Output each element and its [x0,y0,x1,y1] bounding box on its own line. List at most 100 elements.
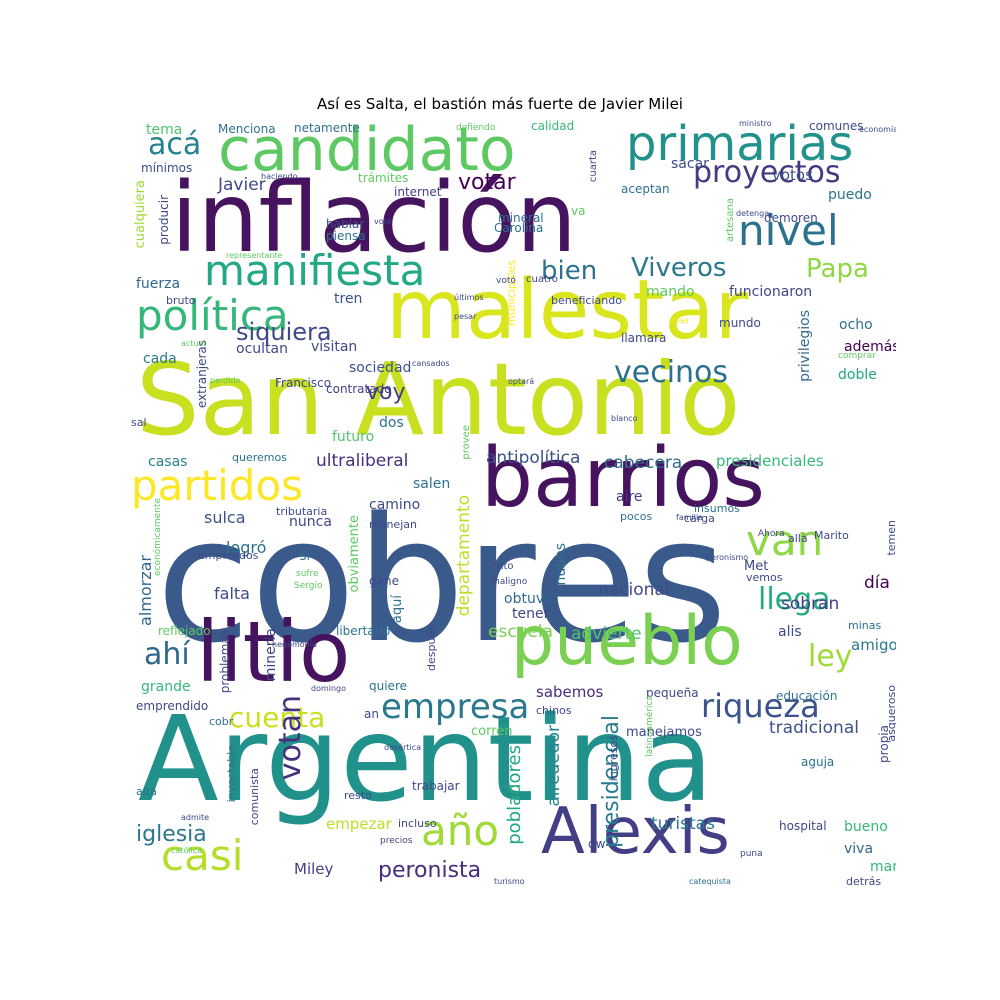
word-piensa: piensa [326,229,366,243]
word-turismo: turismo [494,877,525,886]
word-san-antonio: San Antonio [136,341,741,458]
word-cuatro: cuatro [526,274,558,285]
word-falta: falta [214,584,250,603]
word-vemos: vemos [746,571,783,584]
word-mineral: mineral [498,211,544,225]
word-voté: voté [374,217,392,226]
word-admite: admite [181,813,210,822]
word-puna: puna [740,849,763,859]
word-funcionaron: funcionaron [729,284,813,300]
word-tema: tema [146,122,183,138]
word-viva: viva [844,841,874,857]
word-aire: aire [616,489,643,505]
word-tener: tener [512,606,550,622]
word-va: va [571,204,586,218]
word-malestar: malestar [386,263,749,358]
word-hablar: hablar [326,217,365,231]
word-vecinos: vecinos [614,355,729,390]
word-comunes: comunes [809,120,864,133]
word-sociedad: sociedad [349,360,412,376]
word-después: después [425,625,438,671]
word-cabecera: cabecera [604,453,683,473]
word-inyectable: inyectable [225,745,238,803]
word-contratado: contratado [326,382,392,396]
word-sergio: Sergio [294,581,323,591]
word-carga: carga [684,512,715,525]
word-además: además [844,339,896,355]
word-visitan: visitan [311,339,358,355]
word-antipolítica: antipolítica [486,448,581,468]
word-temen: temen [885,520,896,556]
word-llega: llega [758,582,831,617]
word-cobr: cobr [209,715,234,728]
word-dos: dos [379,415,404,431]
word-municipales: municipales [505,260,518,327]
word-viveros: Viveros [631,253,727,283]
word-artesana: artesana [725,198,736,243]
word-nunca: nunca [289,514,332,530]
word-día: día [864,573,890,593]
word-cuarta: cuarta [588,150,599,183]
word-llamara: llamara [621,331,667,345]
word-queremos: queremos [232,451,287,464]
word-alrededor: alrededor [544,725,564,807]
word-papa: Papa [806,254,869,284]
word-obviamente: obviamente [347,515,362,593]
word-trabajar: trabajar [412,779,460,793]
word-netamente: netamente [294,121,360,135]
word-maa: maa [671,316,689,325]
word-cuenta: cuenta [229,701,326,734]
word-ento: ento [491,561,514,572]
word-alexis: Alexis [541,795,730,869]
word-manejamos: manejamos [626,725,702,740]
word-ultraliberal: ultraliberal [316,451,409,471]
word-domingo: domingo [311,684,347,693]
word-doble: doble [838,367,877,383]
word-mar: mar [870,859,896,875]
word-ahí: ahí [144,637,190,672]
word-peronismo: peronismo [706,553,749,562]
word-votan: votan [273,695,308,781]
word-detrás: detrás [846,875,882,888]
word-representante: representante [226,251,283,260]
word-ocho: ocho [839,317,873,333]
word-hegemonía: hegemonía [272,640,317,649]
word-económicamente: económicamente [153,498,163,577]
word-reflejado: reflejado [158,624,211,638]
word-extranjeras: extranjeras [195,340,209,409]
word-catequista: catequista [689,877,731,886]
word-problemas: problemas [218,630,232,694]
word-miley: Miley [294,860,334,878]
word-pueblo: pueblo [511,602,743,681]
word-cada: cada [143,351,177,367]
word-candidato: candidato [218,120,516,185]
word-turistas: turistas [651,814,715,834]
word-hospital: hospital [779,819,827,833]
word-sobran: sobran [781,594,840,614]
word-comprar: comprar [838,351,876,361]
word-puedo: puedo [828,187,872,203]
word-resto: resto [344,789,372,802]
word-beneficiando: beneficiando [551,294,622,307]
word-escuela: escuela [488,622,554,642]
word-carolina: Carolina [494,221,544,235]
word-pocos: pocos [620,510,653,523]
word-aceptan: aceptan [621,182,670,196]
word-sabemos: sabemos [536,683,604,701]
word-maligno: maligno [491,577,528,587]
word-bruto: bruto [166,294,196,307]
word-insumos: insumos [694,502,740,515]
word-alta: alta [136,785,157,798]
word-casi: casi [161,831,244,880]
word-ocultan: ocultan [236,341,288,357]
word-sal: sal [131,416,147,429]
chart-title: Así es Salta, el bastión más fuerte de J… [317,95,683,113]
word-met: Met [744,559,769,574]
word-familia: familia [676,513,704,522]
word-minas: minas [848,619,882,632]
word-cloud: cobres Argentina San Antonio inflación barri… [126,120,896,890]
word-nivel: nivel [738,206,839,255]
word-futuro: futuro [332,429,375,445]
word-libertario: libertario [336,624,391,638]
word-acá: acá [148,127,202,162]
